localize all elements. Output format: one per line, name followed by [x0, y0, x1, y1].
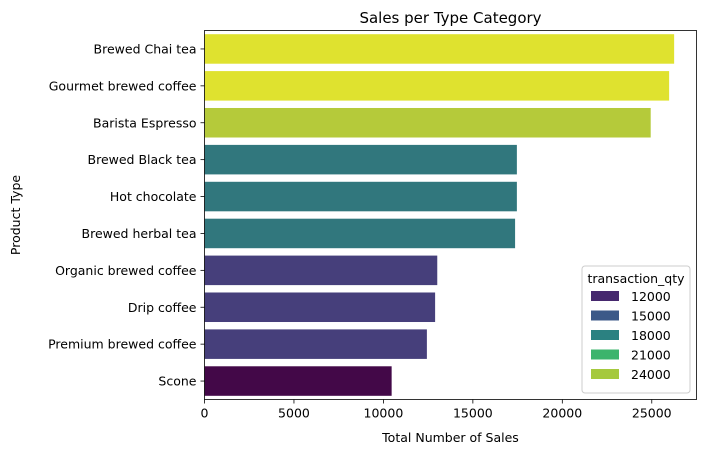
y-tick-label: Drip coffee [128, 300, 197, 315]
legend-swatch [591, 291, 619, 301]
y-tick-label: Brewed Chai tea [94, 41, 197, 56]
bar [204, 218, 516, 249]
bar [204, 292, 436, 323]
y-tick-label: Barista Espresso [93, 115, 196, 130]
x-tick-label: 0 [201, 406, 209, 421]
x-tick-label: 20000 [542, 406, 582, 421]
bars-layer [204, 34, 675, 396]
bar [204, 107, 651, 138]
legend-label: 15000 [631, 309, 671, 324]
legend-swatch [591, 310, 619, 321]
chart-title: Sales per Type Category [359, 9, 541, 27]
y-ticks: Brewed Chai tea Gourmet brewed coffee Bari… [48, 41, 205, 389]
bar [204, 329, 427, 359]
y-tick-label: Brewed herbal tea [82, 226, 197, 241]
y-tick-label: Brewed Black tea [88, 152, 197, 167]
legend-label: 21000 [631, 348, 671, 363]
plot-frame [204, 30, 697, 400]
legend-swatch [591, 369, 619, 379]
y-axis-label: Product Type [8, 175, 23, 255]
bar [204, 255, 438, 286]
x-tick-label: 10000 [364, 406, 404, 421]
legend: transaction_qty 12000 15000 18000 21000 2400… [581, 265, 691, 394]
bar [204, 366, 392, 396]
x-ticks: 0 5000 10000 15000 20000 25000 [201, 399, 672, 421]
bar [204, 34, 675, 64]
legend-title: transaction_qty [587, 271, 685, 286]
y-tick-label: Organic brewed coffee [55, 263, 197, 278]
legend-label: 12000 [631, 289, 671, 304]
x-axis-label: Total Number of Sales [381, 430, 519, 445]
x-tick-label: 25000 [632, 406, 672, 421]
legend-label: 18000 [631, 328, 671, 343]
y-tick-label: Premium brewed coffee [48, 337, 197, 352]
y-tick-label: Hot chocolate [110, 189, 197, 204]
bar [204, 144, 517, 175]
legend-entries: 12000 15000 18000 21000 24000 [591, 289, 671, 382]
bar [204, 181, 517, 212]
legend-swatch [591, 349, 619, 360]
x-tick-label: 5000 [278, 406, 310, 421]
y-tick-label: Scone [158, 374, 196, 389]
legend-swatch [591, 330, 619, 340]
y-tick-label: Gourmet brewed coffee [49, 78, 197, 93]
legend-label: 24000 [631, 367, 671, 382]
x-tick-label: 15000 [453, 406, 493, 421]
bar [204, 71, 670, 101]
